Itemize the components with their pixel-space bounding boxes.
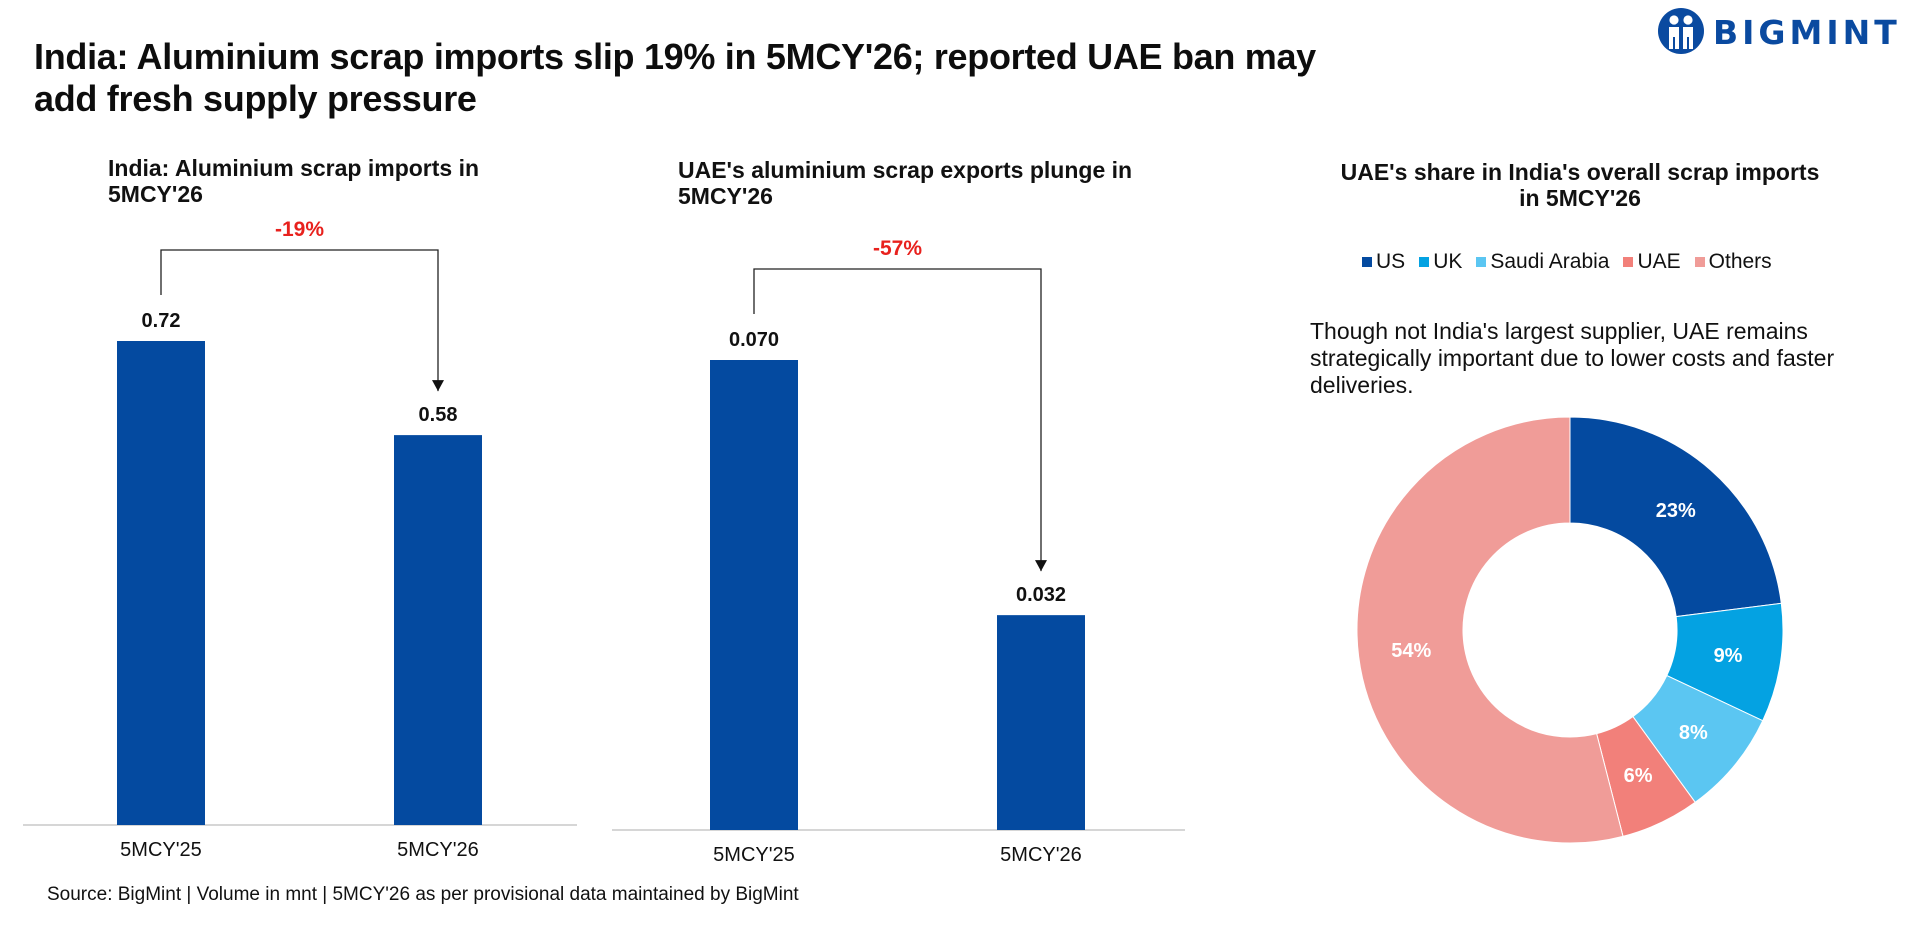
legend-item-uk: UK [1419, 250, 1462, 274]
donut-slice-others [1356, 416, 1624, 844]
chart2-bar-1 [997, 615, 1085, 830]
legend-swatch-us [1362, 257, 1372, 267]
chart1-bar-0 [117, 341, 205, 825]
legend-swatch-uk [1419, 257, 1430, 267]
legend-item-us: US [1362, 250, 1405, 274]
logo-people-icon [1658, 8, 1704, 54]
chart1-change-label: -19% [275, 218, 324, 241]
chart2-change-arrowhead [1035, 560, 1047, 572]
chart1-category-label-0: 5MCY'25 [120, 839, 202, 861]
chart2-category-label-1: 5MCY'26 [1000, 844, 1082, 866]
donut-label-uk: 9% [1714, 645, 1743, 667]
legend-label-saudi-arabia: Saudi Arabia [1490, 250, 1610, 273]
legend-swatch-others [1694, 257, 1705, 267]
legend-item-uae: UAE [1623, 250, 1681, 274]
legend-item-saudi-arabia: Saudi Arabia [1476, 250, 1609, 274]
donut-legend: US UK Saudi Arabia UAE Others [1362, 250, 1772, 274]
donut-annotation: Though not India's largest supplier, UAE… [1310, 318, 1835, 398]
legend-label-us: US [1376, 250, 1406, 273]
uae-share-donut-chart: 23% 9% 8% 6% 54% [1356, 416, 1784, 844]
chart1-value-label-0: 0.72 [142, 310, 181, 332]
india-imports-bar-chart: 0.72 5MCY'25 0.58 5MCY'26 -19% [23, 218, 577, 861]
chart2-title: UAE's aluminium scrap exports plunge in … [678, 157, 1133, 209]
chart1-value-label-1: 0.58 [419, 404, 458, 426]
chart1-category-label-1: 5MCY'26 [397, 839, 479, 861]
legend-label-uk: UK [1433, 250, 1463, 273]
legend-swatch-uae [1623, 257, 1634, 267]
logo-text: BIGMINT [1713, 13, 1901, 52]
legend-label-others: Others [1708, 250, 1772, 273]
chart1-title: India: Aluminium scrap imports in 5MCY'2… [108, 155, 480, 207]
source-note: Source: BigMint | Volume in mnt | 5MCY'2… [47, 884, 799, 905]
chart2-value-label-1: 0.032 [1016, 584, 1066, 606]
bigmint-logo: BIGMINT [1658, 8, 1901, 54]
chart1-change-arrowhead [432, 380, 444, 392]
chart1-change-bracket [160, 249, 439, 392]
chart2-value-label-0: 0.070 [729, 329, 779, 351]
uae-exports-bar-chart: 0.070 5MCY'25 0.032 5MCY'26 -57% [612, 237, 1185, 866]
chart1-bar-1 [394, 435, 482, 825]
chart2-change-bracket [753, 268, 1042, 572]
legend-swatch-saudi-arabia [1476, 257, 1487, 267]
page-title: India: Aluminium scrap imports slip 19% … [34, 36, 1316, 119]
chart2-change-label: -57% [873, 237, 922, 260]
legend-label-uae: UAE [1637, 250, 1681, 273]
donut-slice-us [1569, 416, 1782, 618]
chart2-category-label-0: 5MCY'25 [713, 844, 795, 866]
chart2-bar-0 [710, 360, 798, 830]
donut-label-saudi-arabia: 8% [1679, 722, 1708, 744]
donut-label-us: 23% [1656, 500, 1696, 522]
donut-label-uae: 6% [1624, 765, 1653, 787]
donut-label-others: 54% [1391, 640, 1431, 662]
chart3-title: UAE's share in India's overall scrap imp… [1340, 159, 1820, 211]
legend-item-others: Others [1694, 250, 1772, 274]
